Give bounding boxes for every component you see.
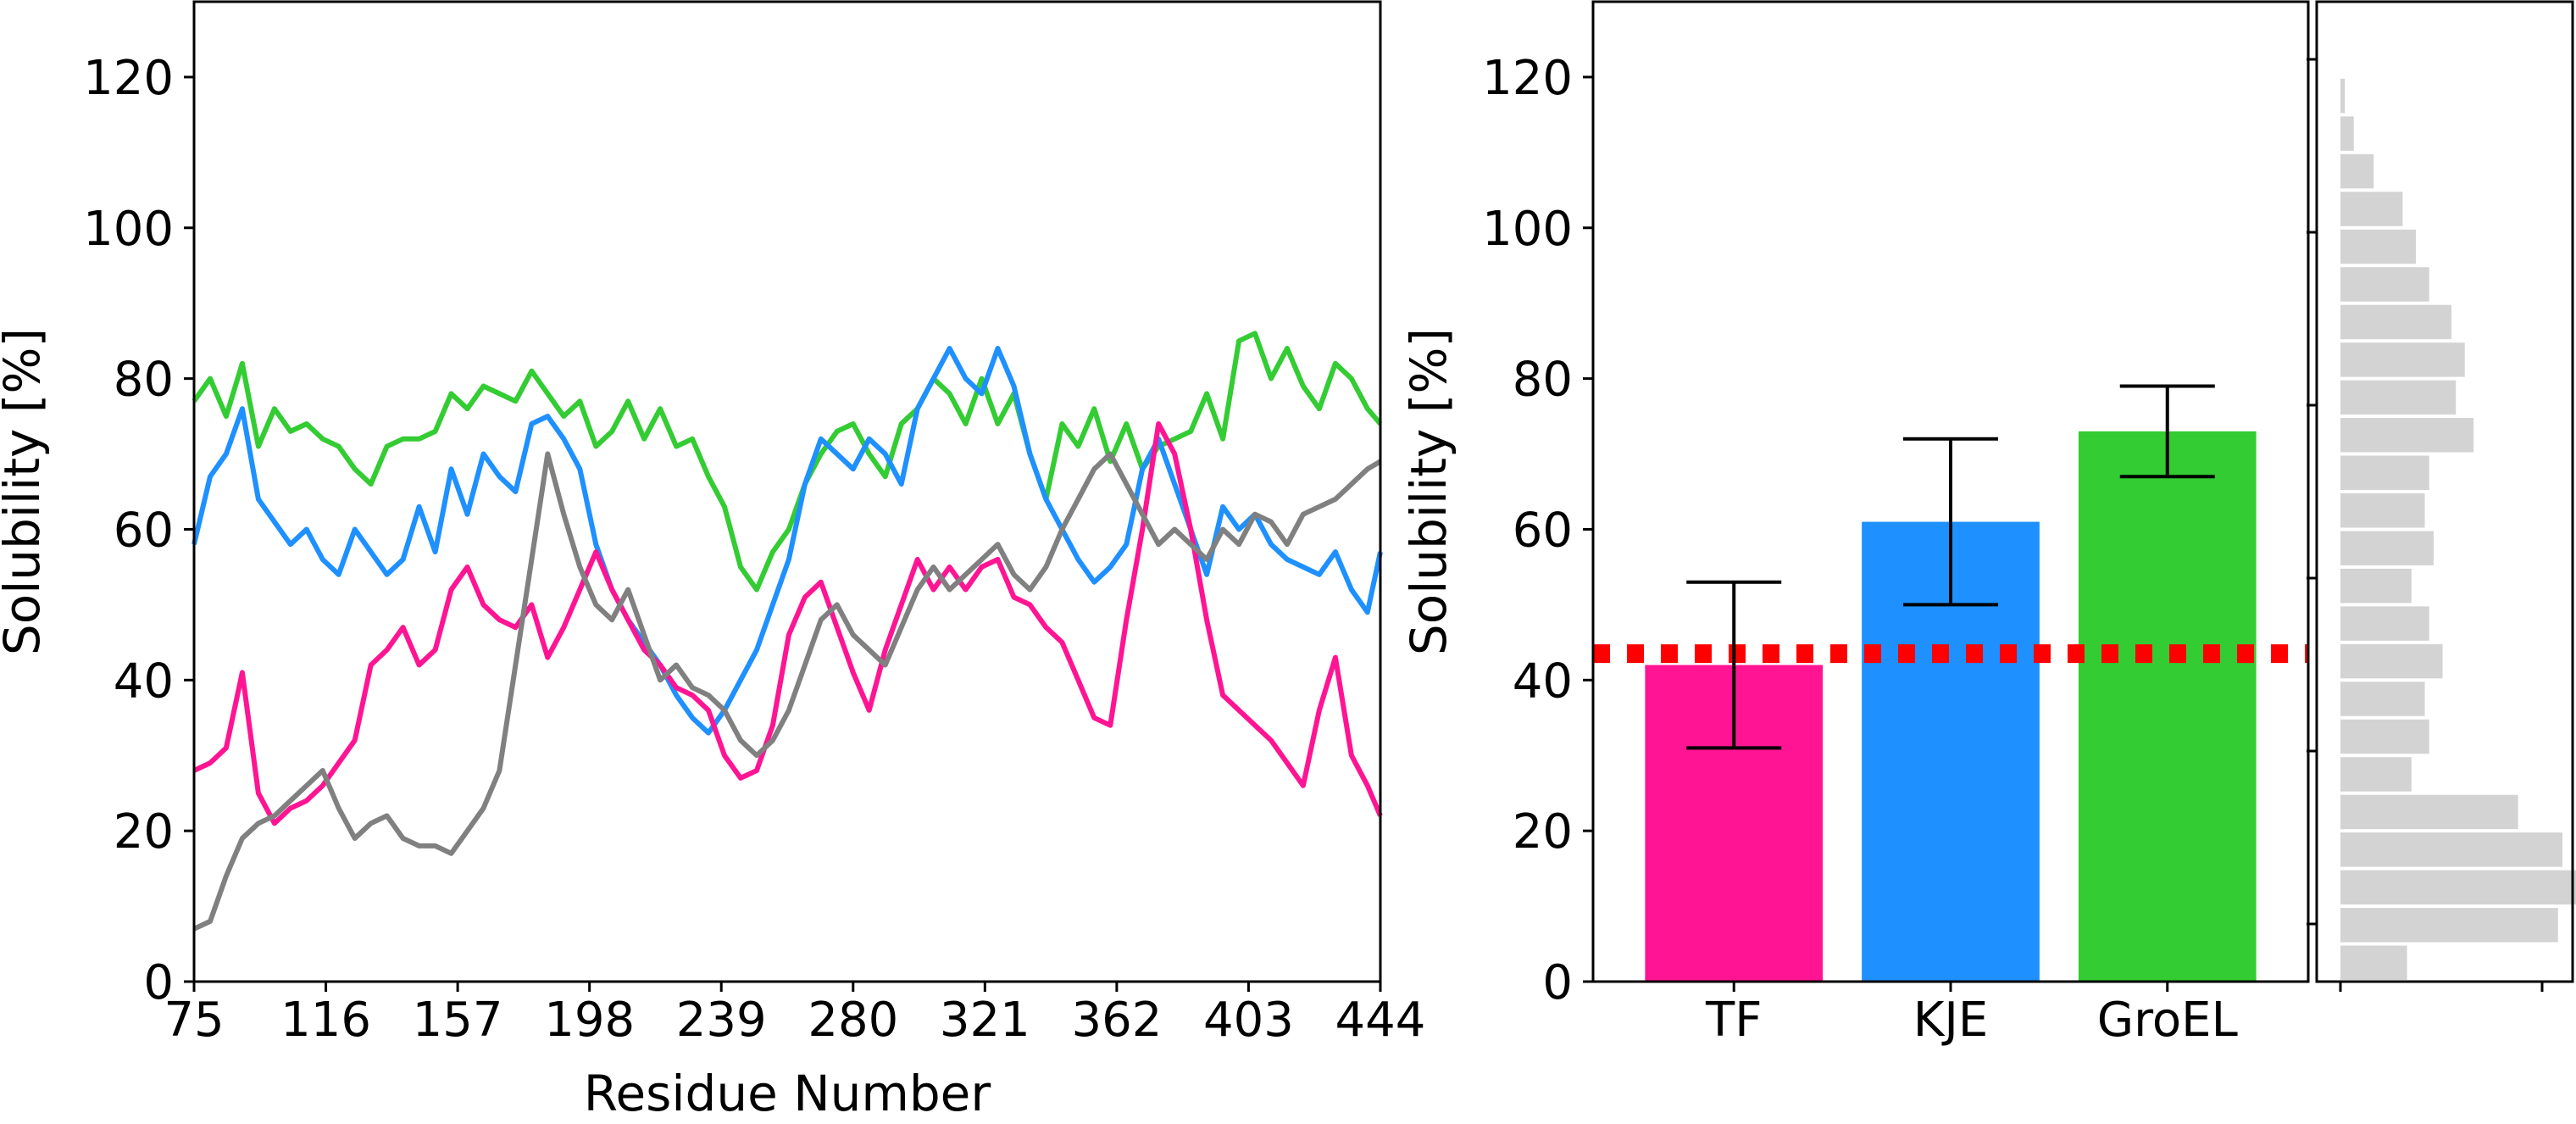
- y-tick-label: 0: [1542, 955, 1573, 1010]
- y-tick-label: 40: [1513, 654, 1573, 709]
- y-tick-label: 0: [143, 955, 174, 1010]
- x-tick-label: 280: [808, 993, 898, 1048]
- y-tick-label: 100: [1482, 202, 1573, 257]
- y-tick-label: 60: [1513, 503, 1573, 558]
- error-bar-group: [1686, 384, 2215, 750]
- histogram-bar: [2340, 153, 2374, 189]
- y-tick-label: 40: [114, 654, 174, 709]
- bar-groel: [2078, 431, 2257, 982]
- histogram-frame: [2315, 0, 2574, 983]
- y-axis-ticks: 0 20 40 60 80 100 120: [83, 51, 194, 1010]
- x-tick-label: 444: [1335, 993, 1426, 1048]
- histogram-bar: [2340, 531, 2434, 565]
- y-tick-label: 80: [114, 353, 174, 408]
- histogram-bar: [2340, 78, 2346, 114]
- histogram-bar: [2340, 116, 2354, 151]
- x-tick-label: 198: [544, 993, 635, 1048]
- line-series-3: [192, 451, 1382, 932]
- y-tick-label: 120: [83, 51, 174, 106]
- line-series-group: [192, 331, 1383, 932]
- x-axis-label: Residue Number: [584, 1065, 991, 1122]
- histogram-bar: [2340, 682, 2425, 716]
- category-axis-ticks: TF KJE GroEL: [1705, 982, 2238, 1048]
- bar-chart-panel: TF KJE GroEL 0 20 40 60 80 100 120 Solubility [%…: [1400, 0, 2310, 1048]
- histogram-bar: [2340, 192, 2403, 226]
- x-tick-label: 321: [940, 993, 1030, 1048]
- line-chart-panel: 75 116 157 198 239 280 321 362 403 444 0 20 40 60 80 1…: [0, 0, 1425, 1122]
- category-label: KJE: [1913, 993, 1989, 1048]
- histogram-bar: [2340, 455, 2429, 490]
- y-tick-label: 80: [1513, 353, 1573, 408]
- histogram-bar: [2340, 380, 2457, 415]
- line-series-0: [192, 331, 1383, 593]
- category-label: GroEL: [2097, 993, 2238, 1048]
- histogram-bar: [2340, 267, 2429, 302]
- x-tick-label: 75: [164, 993, 224, 1048]
- x-tick-label: 116: [280, 993, 371, 1048]
- histogram-bar: [2340, 757, 2412, 792]
- histogram-bar: [2340, 493, 2425, 528]
- y-axis-ticks-bar: 0 20 40 60 80 100 120: [1482, 51, 1593, 1010]
- histogram-ticks: [2307, 58, 2544, 992]
- histogram-bars: [2340, 78, 2576, 980]
- y-tick-label: 20: [1513, 804, 1573, 860]
- y-axis-label: Solubility [%]: [0, 328, 51, 655]
- x-tick-label: 157: [413, 993, 503, 1048]
- histogram-bar: [2340, 870, 2576, 905]
- line-chart-frame: [192, 0, 1382, 983]
- x-tick-label: 239: [676, 993, 767, 1048]
- histogram-bar: [2340, 945, 2407, 980]
- histogram-bar: [2340, 229, 2417, 264]
- histogram-bar: [2340, 794, 2518, 830]
- x-axis-ticks: 75 116 157 198 239 280 321 362 403 444: [164, 982, 1425, 1048]
- x-tick-label: 403: [1203, 993, 1294, 1048]
- histogram-bar: [2340, 606, 2429, 641]
- y-tick-label: 60: [114, 503, 174, 558]
- category-label: TF: [1705, 993, 1762, 1048]
- histogram-bar: [2340, 304, 2451, 340]
- y-tick-label: 20: [114, 804, 174, 860]
- x-tick-label: 362: [1071, 993, 1162, 1048]
- line-series-2: [192, 421, 1383, 826]
- histogram-bar: [2340, 342, 2465, 377]
- bar-group: [1645, 431, 2257, 982]
- histogram-panel: [2307, 0, 2576, 992]
- bar-chart-frame: [1591, 0, 2310, 983]
- y-tick-label: 100: [83, 202, 174, 257]
- histogram-bar: [2340, 568, 2412, 604]
- histogram-bar: [2340, 643, 2443, 679]
- bar-y-axis-label: Solubility [%]: [1400, 328, 1457, 655]
- histogram-bar: [2340, 908, 2558, 943]
- histogram-bar: [2340, 719, 2429, 754]
- histogram-bar: [2340, 418, 2474, 453]
- y-tick-label: 120: [1482, 51, 1573, 106]
- histogram-bar: [2340, 832, 2562, 867]
